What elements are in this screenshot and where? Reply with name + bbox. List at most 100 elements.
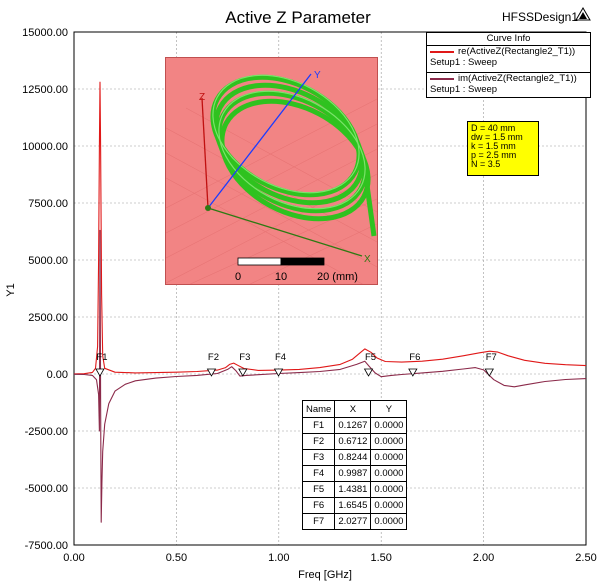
legend-entry-real[interactable]: re(ActiveZ(Rectangle2_T1)) Setup1 : Swee… <box>427 46 590 73</box>
marker-triangle[interactable] <box>363 368 374 377</box>
table-cell: 0.0000 <box>370 449 408 466</box>
param-line: N = 3.5 <box>471 159 501 169</box>
marker-triangle[interactable] <box>408 368 418 377</box>
scale-label: 20 (mm) <box>317 271 358 283</box>
table-cell: F4 <box>301 465 336 482</box>
helix-model-image[interactable]: Y X Z 0 10 20 (mm) <box>165 57 378 285</box>
plot-frame <box>73 31 587 546</box>
y-tick-label: -2500.00 <box>25 426 68 438</box>
axis-triad-icon <box>201 73 363 257</box>
scale-label: 10 <box>275 271 287 283</box>
marker-triangle[interactable] <box>238 368 248 377</box>
scale-bar <box>237 257 325 266</box>
table-row[interactable]: F6 1.6545 0.0000 <box>301 497 408 514</box>
company-logo-icon <box>575 7 591 21</box>
table-cell: 0.0000 <box>370 465 408 482</box>
table-cell: F1 <box>301 417 336 434</box>
legend-entry-label: re(ActiveZ(Rectangle2_T1)) <box>458 46 576 57</box>
legend-swatch-imag <box>430 78 454 80</box>
x-tick-label: 0.50 <box>166 552 187 564</box>
table-cell: 1.4381 <box>334 481 372 498</box>
table-row[interactable]: F7 2.0277 0.0000 <box>301 513 408 530</box>
table-row[interactable]: F4 0.9987 0.0000 <box>301 465 408 482</box>
table-cell: 0.0000 <box>370 433 408 450</box>
y-axis-label: Y1 <box>5 283 17 296</box>
curve-info-legend[interactable]: Curve Info re(ActiveZ(Rectangle2_T1)) Se… <box>426 32 591 98</box>
x-axis-letter: X <box>364 254 371 265</box>
y-tick-label: 12500.00 <box>22 84 68 96</box>
marker-label: F5 <box>365 352 376 363</box>
table-cell: F7 <box>301 513 336 530</box>
scale-label: 0 <box>235 271 241 283</box>
x-axis-label: Freq [GHz] <box>298 569 352 581</box>
table-cell: 0.8244 <box>334 449 372 466</box>
marker-label: F3 <box>239 352 250 363</box>
column-header: Y <box>370 400 408 418</box>
y-tick-label: 0.00 <box>47 369 68 381</box>
y-tick-label: 7500.00 <box>28 198 68 210</box>
column-header: X <box>334 400 372 418</box>
x-tick-label: 1.00 <box>268 552 289 564</box>
x-tick-label: 2.50 <box>575 552 596 564</box>
table-cell: 0.0000 <box>370 417 408 434</box>
legend-title: Curve Info <box>427 33 590 46</box>
series-imag-line[interactable] <box>73 229 587 523</box>
table-cell: 0.6712 <box>334 433 372 450</box>
legend-entry-setup: Setup1 : Sweep <box>430 57 498 68</box>
table-cell: 2.0277 <box>334 513 372 530</box>
marker-label: F2 <box>208 352 219 363</box>
param-line: D = 40 mm <box>471 123 516 133</box>
marker-label: F7 <box>486 352 497 363</box>
marker-label: F6 <box>409 352 420 363</box>
marker-table[interactable]: Name X Y F1 0.1267 0.0000 F2 0.6712 0.0000 F… <box>301 400 408 530</box>
x-axis-ticks: 0.00 0.50 1.00 1.50 2.00 2.50 <box>63 552 596 564</box>
z-axis-letter: Z <box>199 92 205 103</box>
floor-grid <box>166 98 377 284</box>
chart-title: Active Z Parameter <box>225 8 371 27</box>
y-tick-label: 10000.00 <box>22 141 68 153</box>
y-tick-label: -5000.00 <box>25 483 68 495</box>
param-line: k = 1.5 mm <box>471 141 516 151</box>
table-row[interactable]: F2 0.6712 0.0000 <box>301 433 408 450</box>
table-cell: 0.0000 <box>370 513 408 530</box>
marker-label: F1 <box>96 352 107 363</box>
table-cell: F2 <box>301 433 336 450</box>
table-header-row: Name X Y <box>301 400 408 418</box>
table-cell: F6 <box>301 497 336 514</box>
legend-swatch-real <box>430 51 454 53</box>
marker-triangle[interactable] <box>273 368 284 377</box>
legend-entry-label: im(ActiveZ(Rectangle2_T1)) <box>458 73 577 84</box>
y-tick-label: -7500.00 <box>25 540 68 552</box>
marker-triangle[interactable] <box>206 368 217 377</box>
y-tick-label: 5000.00 <box>28 255 68 267</box>
param-line: p = 2.5 mm <box>471 150 517 160</box>
y-axis-letter: Y <box>314 70 321 81</box>
table-cell: F5 <box>301 481 336 498</box>
marker-triangle[interactable] <box>484 368 494 377</box>
table-cell: 0.9987 <box>334 465 372 482</box>
table-cell: 0.1267 <box>334 417 372 434</box>
x-tick-label: 0.00 <box>63 552 84 564</box>
table-cell: F3 <box>301 449 336 466</box>
param-line: dw = 1.5 mm <box>471 132 523 142</box>
x-tick-label: 1.50 <box>370 552 391 564</box>
table-row[interactable]: F3 0.8244 0.0000 <box>301 449 408 466</box>
legend-entry-setup: Setup1 : Sweep <box>430 84 498 95</box>
table-row[interactable]: F1 0.1267 0.0000 <box>301 417 408 434</box>
y-tick-label: 2500.00 <box>28 312 68 324</box>
table-cell: 0.0000 <box>370 497 408 514</box>
parameter-box[interactable]: D = 40 mm dw = 1.5 mm k = 1.5 mm p = 2.5… <box>467 121 539 176</box>
marker-triangles: F1 F2 F3 F4 F5 F6 F7 <box>95 352 497 377</box>
table-cell: 1.6545 <box>334 497 372 514</box>
legend-entry-imag[interactable]: im(ActiveZ(Rectangle2_T1)) Setup1 : Swee… <box>427 73 590 99</box>
helix-coil <box>210 74 377 237</box>
column-header: Name <box>301 400 336 418</box>
y-tick-label: 15000.00 <box>22 27 68 39</box>
marker-triangle[interactable] <box>95 368 105 377</box>
table-row[interactable]: F5 1.4381 0.0000 <box>301 481 408 498</box>
series-real-line[interactable] <box>73 81 587 375</box>
series-lines <box>73 81 587 523</box>
helix-highlight <box>212 74 366 210</box>
marker-label: F4 <box>275 352 286 363</box>
